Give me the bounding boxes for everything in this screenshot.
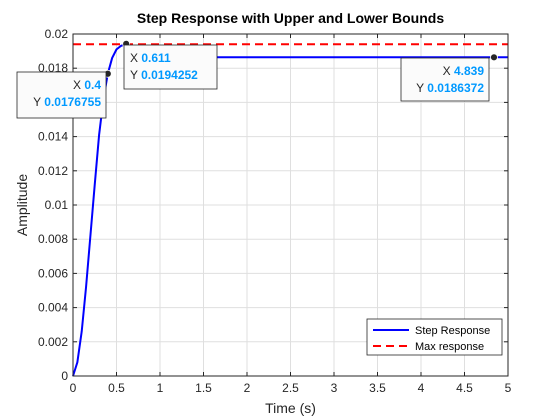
y-tick-label: 0.008 [38,232,68,246]
datatip-key: Y [130,68,141,82]
datatip-frame [400,57,490,102]
x-tick-label: 1.5 [195,381,212,395]
legend-box [366,318,503,356]
datatip-value: 4.839 [454,64,484,78]
datatip-y-row: Y 0.0186372 [416,81,484,95]
datatip-x-row: X 0.4 [73,78,101,92]
y-tick-label: 0.004 [38,301,68,315]
y-tick-label: 0.02 [45,27,69,41]
datatip-y-row: Y 0.0194252 [130,68,198,82]
y-tick-label: 0.002 [38,335,68,349]
datatip-y-row: Y 0.0176755 [33,95,101,109]
y-tick-label: 0.006 [38,266,68,280]
x-tick-label: 2.5 [282,381,299,395]
datatip-box[interactable]: X 4.839 Y 0.0186372 [400,57,490,102]
datatip-value: 0.4 [84,78,101,92]
datatip-value: 0.0186372 [427,81,484,95]
datatip-key: X [130,51,141,65]
legend-label: Max response [415,341,484,353]
x-tick-label: 0.5 [108,381,125,395]
datatip-x-row: X 0.611 [130,51,171,65]
x-tick-label: 1 [157,381,164,395]
datatip-frame [123,44,218,90]
y-tick-label: 0.012 [38,164,68,178]
datatip-value: 0.611 [141,51,171,65]
x-tick-label: 2 [244,381,251,395]
y-tick-label: 0 [61,369,68,383]
x-tick-label: 0 [70,381,77,395]
datatip-key: Y [33,95,44,109]
y-tick-label: 0.014 [38,130,68,144]
x-tick-label: 4 [418,381,425,395]
x-tick-label: 4.5 [456,381,473,395]
legend-label: Step Response [415,325,490,337]
x-tick-label: 5 [505,381,512,395]
chart-title: Step Response with Upper and Lower Bound… [137,10,444,26]
datatip-key: Y [416,81,427,95]
x-tick-label: 3.5 [369,381,386,395]
datatip-box[interactable]: X 0.4 Y 0.0176755 [16,71,107,119]
datatip-key: X [73,78,84,92]
y-tick-label: 0.01 [45,198,69,212]
datatip-marker[interactable] [490,53,498,62]
datatip-value: 0.0194252 [141,68,198,82]
datatip-key: X [443,64,454,78]
datatip-x-row: X 4.839 [443,64,485,78]
y-axis-label: Amplitude [14,174,30,236]
x-axis-label: Time (s) [265,400,316,416]
x-tick-label: 3 [331,381,338,395]
datatip-frame [16,71,107,119]
datatip-value: 0.0176755 [44,95,101,109]
